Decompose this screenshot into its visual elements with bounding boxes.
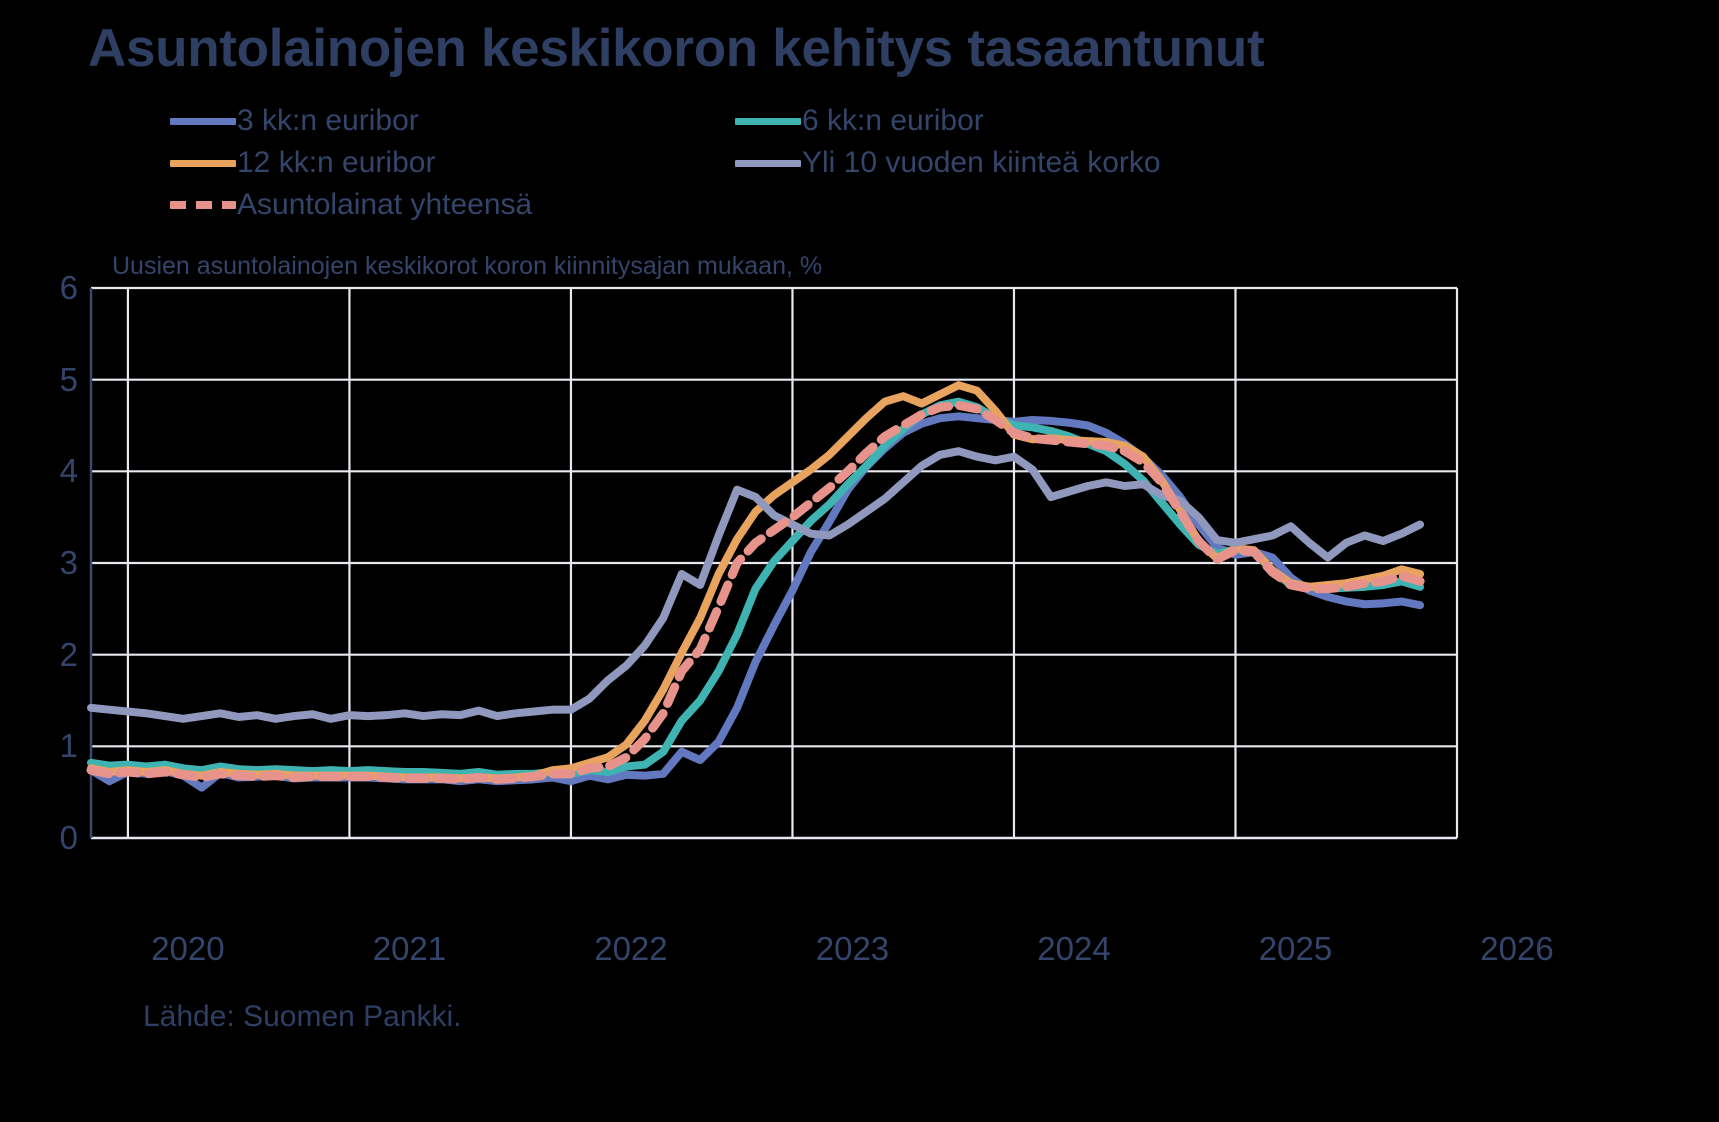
x-axis-tick-label: 2025 [1258, 930, 1333, 967]
x-axis-tick-label: 2026 [1480, 930, 1554, 967]
legend-label-total: Asuntolainat yhteensä [237, 188, 533, 221]
source-note: Lähde: Suomen Pankki. [143, 1000, 462, 1033]
y-axis-tick-label: 1 [59, 727, 78, 765]
legend-item-12kk[interactable]: 12 kk:n euribor [170, 146, 735, 180]
series-line-4 [86, 400, 1425, 784]
x-axis-tick-label: 2024 [1037, 930, 1111, 967]
chart-legend: 3 kk:n euribor 6 kk:n euribor 12 kk:n eu… [170, 104, 1470, 230]
x-axis-tick-label: 2022 [594, 930, 668, 967]
x-axis-tick-label: 2021 [372, 930, 447, 967]
y-axis-tick-label: 6 [59, 269, 78, 306]
series-group [86, 381, 1425, 792]
legend-swatch-6kk [735, 117, 801, 125]
x-axis-tick-label: 2023 [815, 930, 890, 967]
legend-row-3: Asuntolainat yhteensä [170, 188, 1470, 230]
legend-label-6kk: 6 kk:n euribor [802, 104, 984, 137]
legend-label-yli10v: Yli 10 vuoden kiinteä korko [802, 146, 1161, 179]
legend-item-total[interactable]: Asuntolainat yhteensä [170, 188, 735, 222]
y-axis-tick-label: 2 [59, 635, 78, 673]
y-axis-tick-label: 4 [59, 452, 78, 490]
legend-label-3kk: 3 kk:n euribor [237, 104, 419, 137]
legend-item-6kk[interactable]: 6 kk:n euribor [735, 104, 984, 138]
legend-swatch-12kk [170, 159, 236, 167]
legend-swatch-yli10v [735, 159, 801, 167]
x-axis-tick-label: 2020 [151, 930, 225, 967]
y-axis-tick-label: 3 [59, 544, 78, 581]
chart-title: Asuntolainojen keskikoron kehitys tasaan… [88, 19, 1265, 78]
legend-swatch-total [170, 201, 236, 209]
legend-row-2: 12 kk:n euribor Yli 10 vuoden kiinteä ko… [170, 146, 1470, 188]
legend-item-yli10v[interactable]: Yli 10 vuoden kiinteä korko [735, 146, 1161, 180]
legend-row-1: 3 kk:n euribor 6 kk:n euribor [170, 104, 1470, 146]
legend-swatch-3kk [170, 117, 236, 125]
chart-subtitle: Uusien asuntolainojen keskikorot koron k… [112, 252, 823, 280]
series-line-3 [87, 447, 1425, 723]
legend-item-3kk[interactable]: 3 kk:n euribor [170, 104, 735, 138]
y-axis-tick-label: 5 [59, 360, 78, 398]
legend-label-12kk: 12 kk:n euribor [237, 146, 436, 179]
y-axis-tick-label: 0 [59, 819, 78, 856]
